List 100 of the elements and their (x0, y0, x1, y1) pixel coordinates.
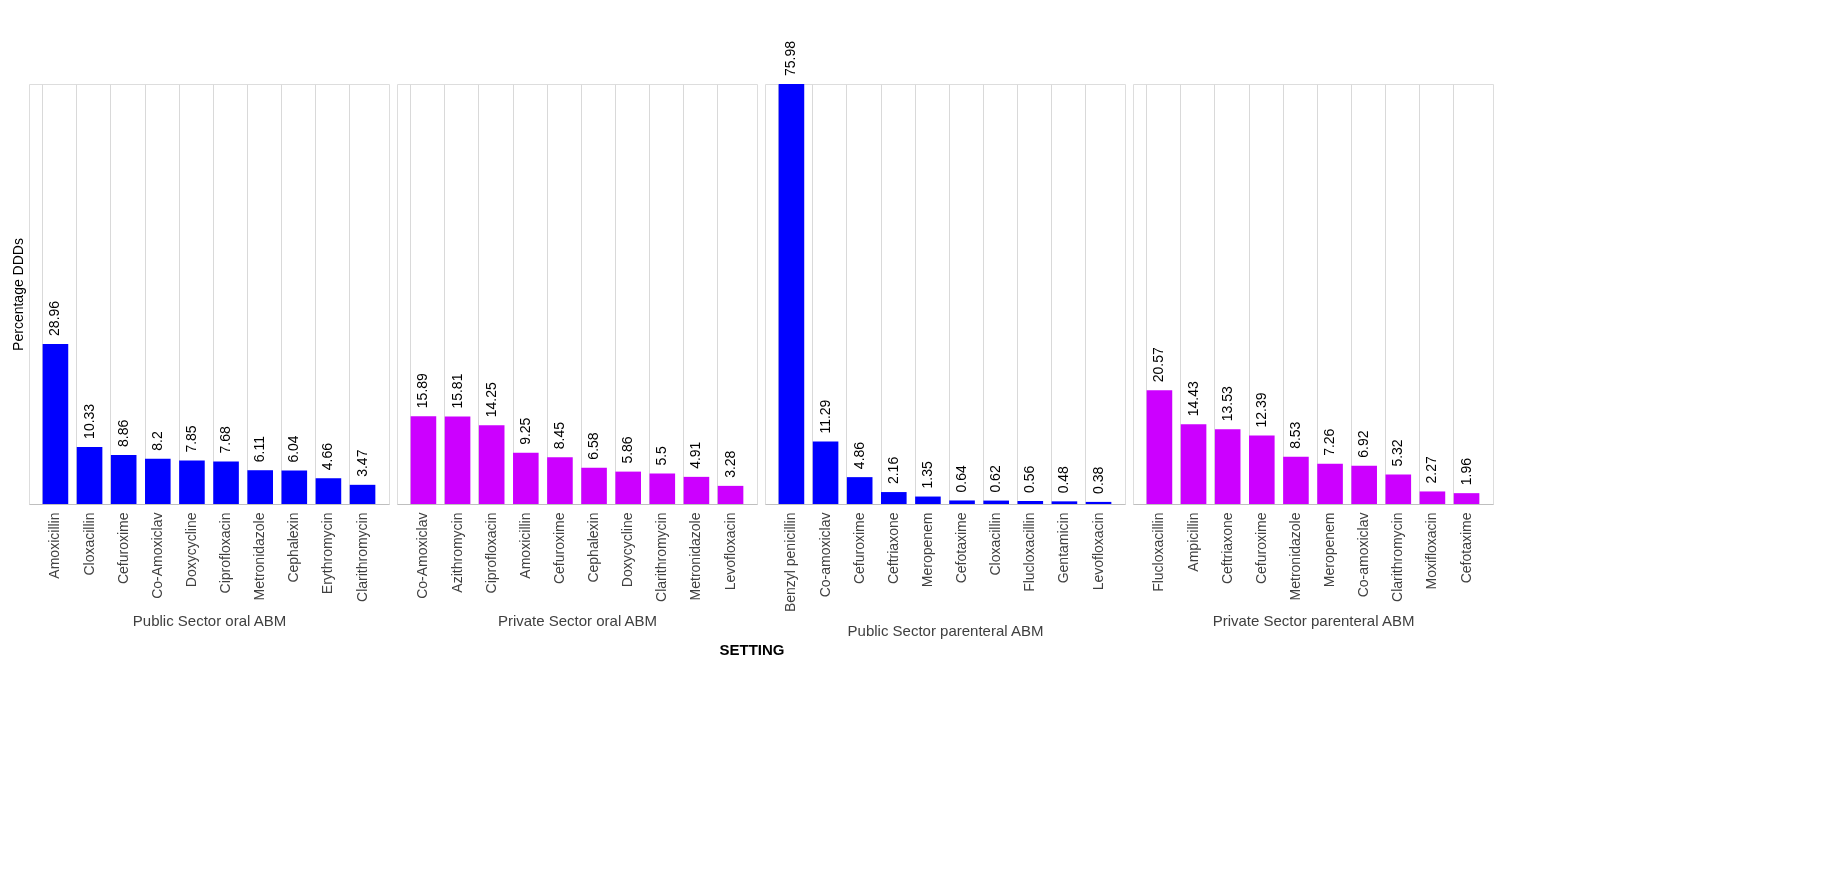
x-tick-label: Clarithromycin (353, 512, 370, 602)
x-tick-label: Flucloxacillin (1021, 512, 1038, 592)
data-label: 8.53 (1286, 421, 1303, 449)
x-tick-label: Cefuroxime (1252, 512, 1269, 585)
bar (145, 458, 171, 504)
data-label: 7.26 (1321, 428, 1338, 456)
data-label: 6.58 (585, 432, 602, 460)
x-tick-label: Co-Amoxiclav (148, 512, 165, 599)
text: SETTING (719, 641, 785, 659)
data-label: 15.89 (414, 372, 431, 409)
x-axis-title: Public Sector parenteral ABM (847, 622, 1044, 640)
data-label: 5.86 (619, 436, 636, 464)
data-label: 6.92 (1355, 430, 1372, 458)
data-label: 3.47 (353, 449, 370, 477)
x-tick-label: Cephalexin (285, 512, 302, 583)
x-tick-label: Cephalexin (585, 512, 602, 583)
bar (76, 446, 103, 504)
x-tick-label: Gentamicin (1055, 512, 1072, 584)
x-tick-label: Ciprofloxacin (482, 512, 499, 594)
x-tick-label: Amoxicillin (516, 512, 533, 579)
bar (247, 470, 273, 504)
bar (1453, 493, 1480, 504)
x-tick-label: Meropenem (918, 512, 935, 588)
data-label: 0.62 (987, 465, 1004, 493)
bar (949, 500, 975, 504)
x-tick-label: Cefuroxime (850, 512, 867, 585)
bar (444, 416, 471, 504)
bar (1351, 465, 1377, 504)
bar (881, 492, 907, 504)
x-tick-label: Levofloxacin (1089, 512, 1106, 591)
data-label: 28.96 (46, 300, 63, 336)
x-tick-label: Doxycycline (182, 512, 199, 588)
data-label: 0.64 (953, 465, 970, 493)
y-axis-title: Percentage DDDs (9, 238, 26, 351)
x-axis-title: Private Sector oral ABM (497, 611, 658, 629)
bar (349, 484, 376, 504)
data-label: 1.96 (1457, 457, 1474, 486)
data-label: 5.5 (653, 445, 670, 466)
x-axis-title: Public Sector oral ABM (132, 611, 287, 629)
x-tick-label: Cloxacillin (987, 512, 1004, 576)
bar (649, 473, 676, 504)
x-tick-label: Azithromycin (448, 512, 465, 593)
data-label: 15.81 (448, 373, 465, 409)
bar (1249, 435, 1275, 504)
data-label: 0.56 (1021, 465, 1038, 493)
x-tick-label: Metronidazole (687, 512, 704, 601)
bar (581, 467, 607, 504)
data-label: 9.25 (516, 417, 533, 445)
data-label: 4.66 (319, 442, 336, 471)
x-tick-label: Cefuroxime (114, 512, 131, 585)
data-label: 7.85 (182, 425, 199, 453)
data-label: 20.57 (1150, 347, 1167, 383)
x-tick-label: Co-amoxiclav (1355, 512, 1372, 598)
bar (213, 461, 239, 504)
data-label: 11.29 (816, 399, 833, 434)
bar (179, 460, 205, 504)
bar (1180, 424, 1207, 504)
data-label: 5.32 (1389, 439, 1406, 467)
x-tick-label: Doxycycline (619, 512, 636, 588)
data-label: 4.86 (850, 441, 867, 470)
data-label: 14.43 (1184, 380, 1201, 417)
bar (615, 471, 641, 504)
data-label: 0.48 (1055, 465, 1072, 494)
bar (778, 84, 805, 504)
bar (915, 496, 941, 504)
data-label: 7.68 (217, 426, 234, 454)
data-label: 12.39 (1252, 392, 1269, 428)
data-label: 2.16 (884, 456, 901, 485)
bar (1419, 491, 1446, 504)
bar (478, 425, 505, 504)
bar (1051, 501, 1078, 504)
bar (42, 343, 69, 504)
x-tick-label: Clarithromycin (653, 512, 670, 602)
bar (110, 455, 137, 504)
data-label: 0.38 (1089, 466, 1106, 494)
data-label: 8.2 (148, 431, 165, 451)
bar (1085, 501, 1112, 504)
data-label: 10.33 (80, 403, 97, 439)
x-tick-label: Ceftriaxone (884, 512, 901, 585)
x-tick-label: Ciprofloxacin (217, 512, 234, 594)
data-label: 1.35 (918, 461, 935, 489)
x-tick-label: Co-Amoxiclav (414, 512, 431, 599)
data-label: 14.25 (482, 381, 499, 418)
bar (547, 457, 573, 504)
x-tick-label: Ceftriaxone (1218, 512, 1235, 585)
x-tick-label: Moxifloxacin (1423, 512, 1440, 590)
bar (717, 485, 744, 504)
bar (1214, 429, 1241, 504)
bar (513, 452, 539, 504)
bar (1317, 463, 1343, 504)
data-label: 4.91 (687, 441, 704, 469)
x-tick-label: Cefotaxime (1457, 512, 1474, 584)
bar (315, 478, 342, 504)
x-tick-label: Meropenem (1321, 512, 1338, 588)
x-tick-label: Levofloxacin (721, 512, 738, 591)
data-label: 6.11 (251, 435, 268, 463)
bar (812, 441, 839, 504)
x-tick-label: Metronidazole (1286, 512, 1303, 601)
data-label: 3.28 (721, 450, 738, 478)
x-tick-label: Metronidazole (251, 512, 268, 601)
